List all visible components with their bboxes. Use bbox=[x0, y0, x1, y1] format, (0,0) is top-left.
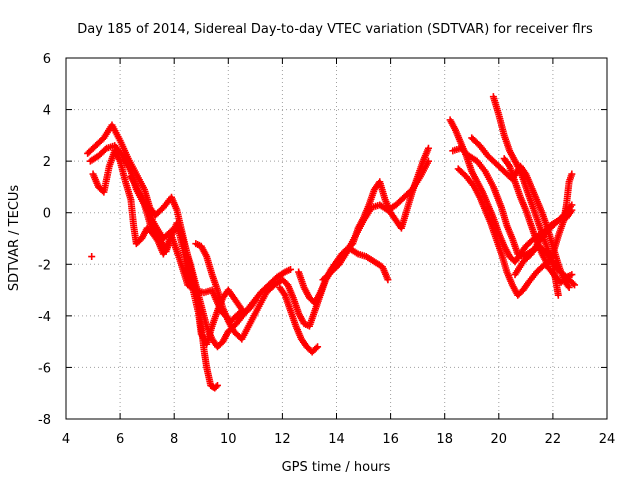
data-point bbox=[88, 253, 96, 261]
data-point bbox=[568, 271, 576, 279]
x-axis-label: GPS time / hours bbox=[282, 460, 391, 475]
data-point bbox=[565, 283, 573, 291]
x-tick-label: 8 bbox=[170, 432, 178, 447]
data-point bbox=[568, 201, 576, 209]
y-tick-label: -6 bbox=[38, 361, 51, 376]
y-tick-label: -2 bbox=[38, 258, 51, 273]
y-axis: -8 -6 -4 -2 0 2 4 6 bbox=[38, 52, 607, 428]
data-point bbox=[568, 170, 576, 178]
chart-title: Day 185 of 2014, Sidereal Day-to-day VTE… bbox=[77, 22, 593, 37]
data-point bbox=[554, 291, 562, 299]
y-tick-label: 4 bbox=[43, 104, 51, 119]
data-point bbox=[424, 144, 432, 152]
x-tick-label: 10 bbox=[220, 432, 237, 447]
x-tick-label: 18 bbox=[436, 432, 453, 447]
data-point bbox=[312, 344, 320, 352]
x-tick-label: 16 bbox=[382, 432, 399, 447]
data-point bbox=[212, 383, 220, 391]
y-axis-label: SDTVAR / TECUs bbox=[7, 185, 22, 292]
data-point bbox=[571, 281, 579, 289]
x-tick-label: 22 bbox=[545, 432, 562, 447]
data-point bbox=[424, 157, 432, 165]
data-point bbox=[569, 280, 577, 288]
data-point bbox=[287, 265, 295, 273]
y-tick-label: -4 bbox=[38, 310, 51, 325]
x-tick-label: 24 bbox=[599, 432, 616, 447]
grid bbox=[66, 58, 607, 419]
x-tick-label: 6 bbox=[116, 432, 124, 447]
x-tick-label: 14 bbox=[328, 432, 345, 447]
x-tick-label: 20 bbox=[491, 432, 508, 447]
y-tick-label: -8 bbox=[38, 413, 51, 428]
y-tick-label: 0 bbox=[43, 207, 51, 222]
data-points bbox=[84, 93, 579, 392]
data-point bbox=[314, 343, 322, 351]
x-tick-label: 4 bbox=[62, 432, 70, 447]
x-axis: 4 6 8 10 12 14 16 18 20 22 24 bbox=[62, 58, 615, 447]
y-tick-label: 6 bbox=[43, 52, 51, 67]
y-tick-label: 2 bbox=[43, 155, 51, 170]
x-tick-label: 12 bbox=[274, 432, 291, 447]
data-point bbox=[213, 381, 221, 389]
data-point bbox=[384, 276, 392, 284]
